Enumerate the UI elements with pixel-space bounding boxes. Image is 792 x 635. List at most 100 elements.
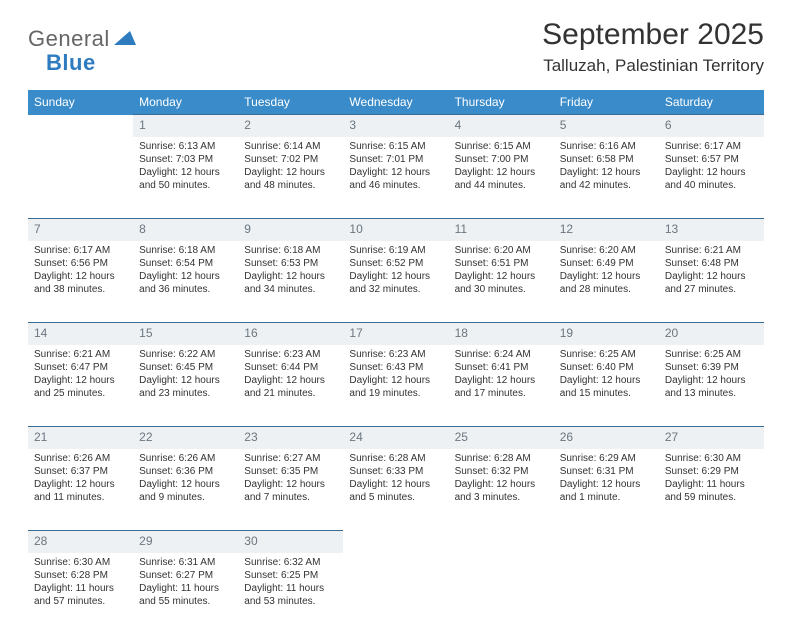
- day-number: 3: [343, 115, 448, 137]
- day-number: 27: [659, 427, 764, 449]
- page-header: General September 2025 Talluzah, Palesti…: [28, 18, 764, 76]
- sunrise-text: Sunrise: 6:13 AM: [139, 140, 232, 153]
- daylight-text: Daylight: 12 hours and 1 minute.: [560, 478, 653, 504]
- daylight-text: Daylight: 12 hours and 34 minutes.: [244, 270, 337, 296]
- day-cell: Sunrise: 6:30 AMSunset: 6:28 PMDaylight:…: [28, 553, 133, 635]
- sunrise-text: Sunrise: 6:20 AM: [455, 244, 548, 257]
- sunset-text: Sunset: 6:43 PM: [349, 361, 442, 374]
- sunset-text: Sunset: 6:58 PM: [560, 153, 653, 166]
- week-row: Sunrise: 6:21 AMSunset: 6:47 PMDaylight:…: [28, 345, 764, 427]
- day-cell: [343, 553, 448, 635]
- day-number: 14: [28, 323, 133, 345]
- weekday-header: Monday: [133, 90, 238, 115]
- day-number: 7: [28, 219, 133, 241]
- logo-text-gray: General: [28, 26, 110, 52]
- day-number: 9: [238, 219, 343, 241]
- day-number: 5: [554, 115, 659, 137]
- day-number: 8: [133, 219, 238, 241]
- title-block: September 2025 Talluzah, Palestinian Ter…: [542, 18, 764, 76]
- day-cell: Sunrise: 6:30 AMSunset: 6:29 PMDaylight:…: [659, 449, 764, 531]
- day-cell: Sunrise: 6:13 AMSunset: 7:03 PMDaylight:…: [133, 137, 238, 219]
- day-number: 19: [554, 323, 659, 345]
- weekday-header: Friday: [554, 90, 659, 115]
- week-row: Sunrise: 6:13 AMSunset: 7:03 PMDaylight:…: [28, 137, 764, 219]
- day-number: 30: [238, 531, 343, 553]
- weekday-header: Sunday: [28, 90, 133, 115]
- sunset-text: Sunset: 6:51 PM: [455, 257, 548, 270]
- day-number: 16: [238, 323, 343, 345]
- day-cell: Sunrise: 6:25 AMSunset: 6:40 PMDaylight:…: [554, 345, 659, 427]
- weekday-header: Tuesday: [238, 90, 343, 115]
- daylight-text: Daylight: 12 hours and 27 minutes.: [665, 270, 758, 296]
- day-number: 13: [659, 219, 764, 241]
- sunset-text: Sunset: 6:27 PM: [139, 569, 232, 582]
- sunset-text: Sunset: 6:52 PM: [349, 257, 442, 270]
- sunrise-text: Sunrise: 6:18 AM: [139, 244, 232, 257]
- daynum-row: 14151617181920: [28, 323, 764, 345]
- day-cell: Sunrise: 6:27 AMSunset: 6:35 PMDaylight:…: [238, 449, 343, 531]
- daylight-text: Daylight: 12 hours and 40 minutes.: [665, 166, 758, 192]
- calendar-page: General September 2025 Talluzah, Palesti…: [0, 0, 792, 635]
- day-number: 26: [554, 427, 659, 449]
- day-cell: Sunrise: 6:16 AMSunset: 6:58 PMDaylight:…: [554, 137, 659, 219]
- sunrise-text: Sunrise: 6:30 AM: [665, 452, 758, 465]
- sunrise-text: Sunrise: 6:16 AM: [560, 140, 653, 153]
- weekday-header-row: Sunday Monday Tuesday Wednesday Thursday…: [28, 90, 764, 115]
- sunrise-text: Sunrise: 6:25 AM: [665, 348, 758, 361]
- sunrise-text: Sunrise: 6:15 AM: [455, 140, 548, 153]
- month-title: September 2025: [542, 18, 764, 52]
- sunrise-text: Sunrise: 6:30 AM: [34, 556, 127, 569]
- sunrise-text: Sunrise: 6:23 AM: [244, 348, 337, 361]
- day-number: 24: [343, 427, 448, 449]
- day-number: 21: [28, 427, 133, 449]
- sunset-text: Sunset: 6:33 PM: [349, 465, 442, 478]
- daylight-text: Daylight: 12 hours and 9 minutes.: [139, 478, 232, 504]
- sunrise-text: Sunrise: 6:23 AM: [349, 348, 442, 361]
- sunset-text: Sunset: 7:01 PM: [349, 153, 442, 166]
- daylight-text: Daylight: 12 hours and 5 minutes.: [349, 478, 442, 504]
- daylight-text: Daylight: 11 hours and 57 minutes.: [34, 582, 127, 608]
- daynum-row: 21222324252627: [28, 427, 764, 449]
- day-number: [659, 531, 764, 553]
- sunrise-text: Sunrise: 6:20 AM: [560, 244, 653, 257]
- day-cell: Sunrise: 6:17 AMSunset: 6:56 PMDaylight:…: [28, 241, 133, 323]
- sunset-text: Sunset: 6:48 PM: [665, 257, 758, 270]
- day-cell: Sunrise: 6:26 AMSunset: 6:37 PMDaylight:…: [28, 449, 133, 531]
- day-number: 12: [554, 219, 659, 241]
- sunset-text: Sunset: 6:25 PM: [244, 569, 337, 582]
- day-cell: Sunrise: 6:28 AMSunset: 6:32 PMDaylight:…: [449, 449, 554, 531]
- calendar-body: 123456Sunrise: 6:13 AMSunset: 7:03 PMDay…: [28, 115, 764, 635]
- daylight-text: Daylight: 12 hours and 23 minutes.: [139, 374, 232, 400]
- sunset-text: Sunset: 6:47 PM: [34, 361, 127, 374]
- sunset-text: Sunset: 6:41 PM: [455, 361, 548, 374]
- day-cell: Sunrise: 6:21 AMSunset: 6:48 PMDaylight:…: [659, 241, 764, 323]
- week-row: Sunrise: 6:30 AMSunset: 6:28 PMDaylight:…: [28, 553, 764, 635]
- sunset-text: Sunset: 6:44 PM: [244, 361, 337, 374]
- daylight-text: Daylight: 12 hours and 3 minutes.: [455, 478, 548, 504]
- sunrise-text: Sunrise: 6:17 AM: [34, 244, 127, 257]
- daylight-text: Daylight: 12 hours and 46 minutes.: [349, 166, 442, 192]
- day-cell: Sunrise: 6:29 AMSunset: 6:31 PMDaylight:…: [554, 449, 659, 531]
- sunrise-text: Sunrise: 6:26 AM: [34, 452, 127, 465]
- sunset-text: Sunset: 6:39 PM: [665, 361, 758, 374]
- sunset-text: Sunset: 6:36 PM: [139, 465, 232, 478]
- sunrise-text: Sunrise: 6:15 AM: [349, 140, 442, 153]
- sunrise-text: Sunrise: 6:14 AM: [244, 140, 337, 153]
- logo-text-blue: Blue: [28, 50, 96, 75]
- day-number: 29: [133, 531, 238, 553]
- daylight-text: Daylight: 12 hours and 28 minutes.: [560, 270, 653, 296]
- daylight-text: Daylight: 12 hours and 30 minutes.: [455, 270, 548, 296]
- sunset-text: Sunset: 6:45 PM: [139, 361, 232, 374]
- sunset-text: Sunset: 6:32 PM: [455, 465, 548, 478]
- sunset-text: Sunset: 6:28 PM: [34, 569, 127, 582]
- brand-logo: General: [28, 18, 138, 52]
- day-cell: Sunrise: 6:26 AMSunset: 6:36 PMDaylight:…: [133, 449, 238, 531]
- daynum-row: 78910111213: [28, 219, 764, 241]
- location-subtitle: Talluzah, Palestinian Territory: [542, 56, 764, 76]
- day-number: 18: [449, 323, 554, 345]
- sunset-text: Sunset: 6:40 PM: [560, 361, 653, 374]
- logo-triangle-icon: [114, 29, 136, 50]
- sunset-text: Sunset: 6:29 PM: [665, 465, 758, 478]
- day-cell: Sunrise: 6:19 AMSunset: 6:52 PMDaylight:…: [343, 241, 448, 323]
- daylight-text: Daylight: 12 hours and 13 minutes.: [665, 374, 758, 400]
